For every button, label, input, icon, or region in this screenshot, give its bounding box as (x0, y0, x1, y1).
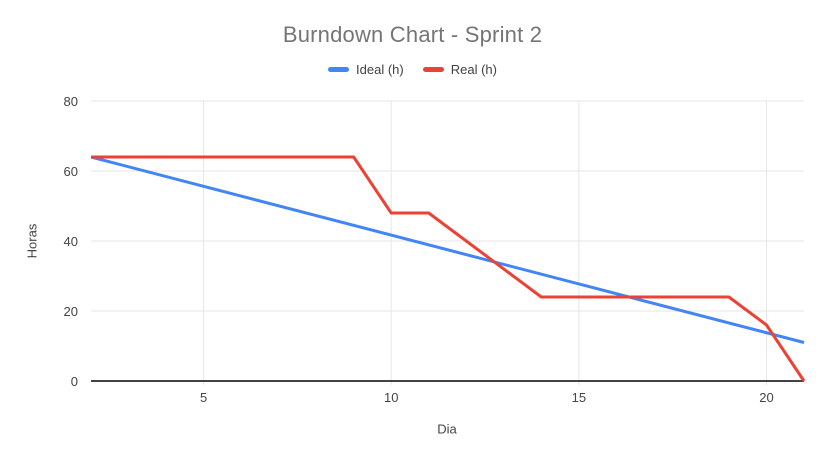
x-tick-label-20: 20 (759, 390, 773, 405)
chart-title: Burndown Chart - Sprint 2 (282, 22, 543, 47)
y-tick-label-80: 80 (64, 94, 78, 109)
ideal-series-swatch-icon (328, 67, 350, 72)
real-series-swatch-icon (422, 67, 444, 72)
x-axis-title: Dia (437, 421, 457, 437)
series-line-real-h (91, 155, 806, 382)
y-tick-label-20: 20 (64, 304, 78, 319)
series-line-ideal-h (90, 155, 805, 344)
legend-item-real: Real (h) (422, 62, 497, 77)
x-tick-label-15: 15 (572, 390, 586, 405)
legend: Ideal (h) Real (h) (0, 62, 825, 77)
x-tick-label-5: 5 (200, 390, 207, 405)
y-axis-title: Horas (24, 223, 40, 259)
x-tick-label-10: 10 (384, 390, 398, 405)
legend-label-ideal: Ideal (h) (356, 62, 404, 77)
y-tick-label-40: 40 (64, 234, 78, 249)
legend-item-ideal: Ideal (h) (328, 62, 404, 77)
y-tick-label-0: 0 (71, 374, 78, 389)
legend-label-real: Real (h) (450, 62, 497, 77)
y-tick-label-60: 60 (64, 164, 78, 179)
